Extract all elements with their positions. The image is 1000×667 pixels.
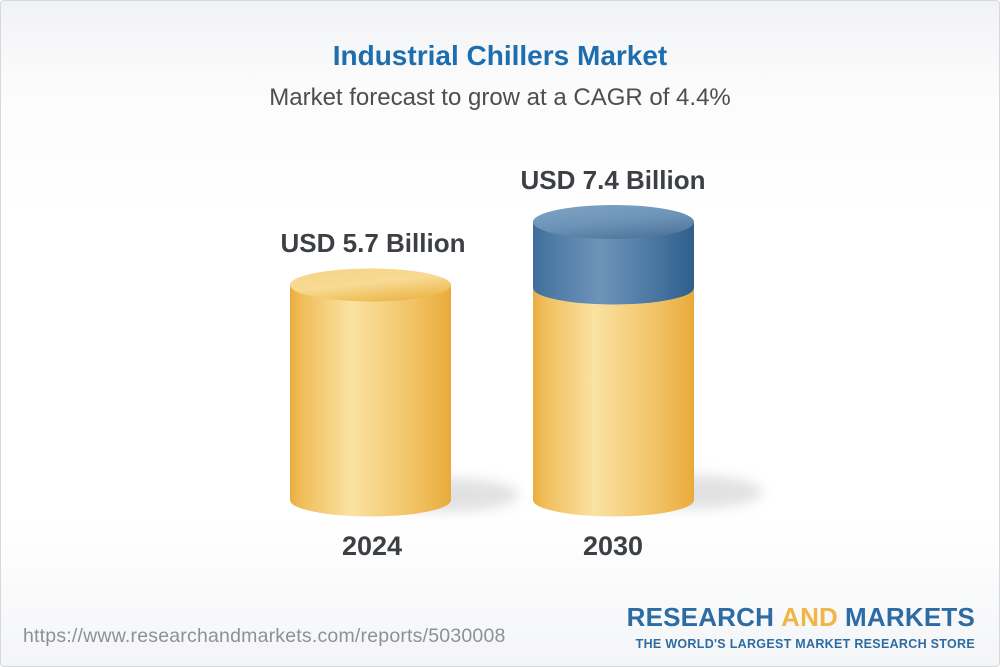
brand-logo-tagline: THE WORLD'S LARGEST MARKET RESEARCH STOR… [635,637,975,651]
chart-title: Industrial Chillers Market [332,40,668,71]
category-label-2030: 2030 [582,531,644,561]
brand-logo-wordmark: RESEARCH AND MARKETS [627,604,975,631]
brand-logo: RESEARCH AND MARKETS THE WORLD'S LARGEST M… [627,604,975,651]
cylinder-2030-top [533,205,694,239]
report-url[interactable]: https://www.researchandmarkets.com/repor… [23,625,506,647]
cylinder-2030-base-body [533,288,694,517]
cylinder-2024-top [290,268,451,302]
category-label-2024: 2024 [341,531,403,561]
bar-value-label-2030: USD 7.4 Billion [520,165,706,195]
brand-word-and: AND [781,602,839,632]
bar-value-label-2024: USD 5.7 Billion [280,228,466,258]
cylinder-2030-growth-body [533,222,694,305]
cylinder-2024 [290,268,451,517]
chart-subtitle: Market forecast to grow at a CAGR of 4.4… [269,84,731,111]
chart-header: Industrial Chillers Market Market foreca… [1,1,999,111]
brand-word-research: RESEARCH [626,602,775,632]
cylinder-2030 [533,205,694,517]
cylinder-2024-body [290,285,451,517]
brand-word-markets: MARKETS [845,602,975,632]
